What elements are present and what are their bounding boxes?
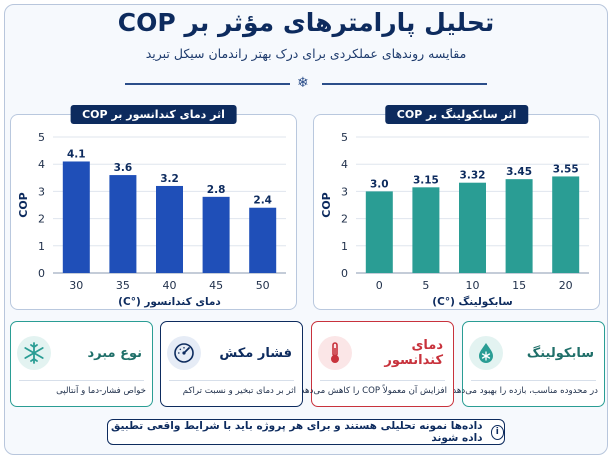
chart-panel-subcooling: اثر سابکولینگ بر COP 0 1 2 3 4 5 COP 3.0 0 3.15 5 3…: [313, 105, 600, 310]
chart-panel-condenser: اثر دمای کندانسور بر COP 0 1 2 3 4 5 COP 4.1 30 3…: [10, 105, 297, 310]
x-tick-label: 20: [559, 279, 573, 292]
snowflake-icon: [17, 336, 51, 370]
card-refrigerant-type: نوع مبرد خواص فشار-دما و آنتالپی: [10, 321, 153, 407]
x-axis-label: دمای کندانسور (°C): [118, 296, 221, 308]
x-tick-label: 50: [256, 279, 270, 292]
x-tick-label: 5: [422, 279, 429, 292]
y-tick-label: 0: [38, 267, 45, 280]
bar-value-label: 3.2: [160, 173, 179, 185]
card-desc: افزایش آن معمولاً COP را کاهش می‌دهد: [300, 386, 447, 396]
x-tick-label: 10: [466, 279, 480, 292]
header-divider: ❄: [125, 75, 487, 91]
card-suction-pressure: فشار مکش اثر بر دمای تبخیر و نسبت تراکم: [160, 321, 303, 407]
chart-title: اثر سابکولینگ بر COP: [384, 105, 529, 124]
bar: [249, 207, 277, 273]
card-desc: در محدوده مناسب، بازده را بهبود می‌دهد: [452, 386, 598, 396]
x-tick-label: 15: [512, 279, 526, 292]
card-title: دمای کندانسور: [384, 338, 443, 368]
bar: [505, 179, 533, 273]
bar: [552, 176, 580, 273]
page-subtitle: مقایسه روندهای عملکردی برای درک بهتر ران…: [145, 46, 467, 61]
subcooling-chart: 0 1 2 3 4 5 COP 3.0 0 3.15 5 3.32 10 3.45 15 3.55 20 سابک…: [320, 131, 589, 308]
chart-title: اثر دمای کندانسور بر COP: [70, 105, 237, 124]
y-tick-label: 1: [38, 240, 45, 253]
x-axis-label: سابکولینگ (°C): [432, 295, 512, 308]
y-tick-label: 2: [38, 213, 45, 226]
bar: [365, 191, 393, 273]
x-tick-label: 30: [69, 279, 83, 292]
bar-value-label: 3.0: [370, 178, 389, 190]
bar: [459, 182, 486, 273]
page-title: تحلیل پارامترهای مؤثر بر COP: [117, 8, 495, 37]
y-tick-label: 3: [38, 185, 45, 198]
info-icon: i: [490, 424, 504, 440]
y-tick-label: 4: [38, 158, 45, 171]
footer-note: i داده‌ها نمونه تحلیلی هستند و برای هر پ…: [107, 419, 505, 445]
bar-value-label: 3.55: [553, 163, 579, 175]
bar-value-label: 3.6: [114, 162, 133, 174]
bar-value-label: 3.45: [506, 166, 532, 178]
card-desc: خواص فشار-دما و آنتالپی: [56, 386, 146, 396]
card-title: نوع مبرد: [87, 345, 142, 361]
bar: [62, 161, 90, 273]
y-axis-label: COP: [17, 192, 30, 218]
gauge-icon: [167, 336, 201, 370]
footer-note-text: داده‌ها نمونه تحلیلی هستند و برای هر پرو…: [110, 420, 483, 444]
y-tick-label: 4: [341, 158, 348, 171]
x-tick-label: 0: [376, 279, 383, 292]
y-axis-label: COP: [320, 192, 333, 218]
card-desc: اثر بر دمای تبخیر و نسبت تراکم: [182, 386, 296, 396]
x-tick-label: 45: [209, 279, 223, 292]
bar-value-label: 2.8: [207, 184, 226, 196]
y-tick-label: 5: [341, 131, 348, 144]
bar-value-label: 3.15: [413, 174, 439, 186]
snowflake-icon: ❄: [297, 75, 309, 91]
y-tick-label: 3: [341, 185, 348, 198]
x-tick-label: 40: [163, 279, 177, 292]
card-title: فشار مکش: [219, 345, 292, 361]
bar-value-label: 4.1: [67, 148, 86, 160]
card-title: سابکولینگ: [526, 345, 594, 361]
bar: [202, 196, 230, 273]
bar: [412, 187, 440, 273]
bar-value-label: 2.4: [253, 195, 272, 207]
water-drop-snow-icon: [469, 336, 503, 370]
card-condenser-temp: دمای کندانسور افزایش آن معمولاً COP را ک…: [300, 321, 454, 407]
thermometer-icon: [318, 336, 352, 370]
bar: [109, 175, 137, 273]
bar-value-label: 3.32: [460, 170, 486, 182]
x-tick-label: 35: [116, 279, 130, 292]
y-tick-label: 5: [38, 131, 45, 144]
card-subcooling: سابکولینگ در محدوده مناسب، بازده را بهبو…: [452, 321, 605, 407]
bar: [156, 185, 183, 273]
y-tick-label: 1: [341, 240, 348, 253]
y-tick-label: 2: [341, 213, 348, 226]
y-tick-label: 0: [341, 267, 348, 280]
